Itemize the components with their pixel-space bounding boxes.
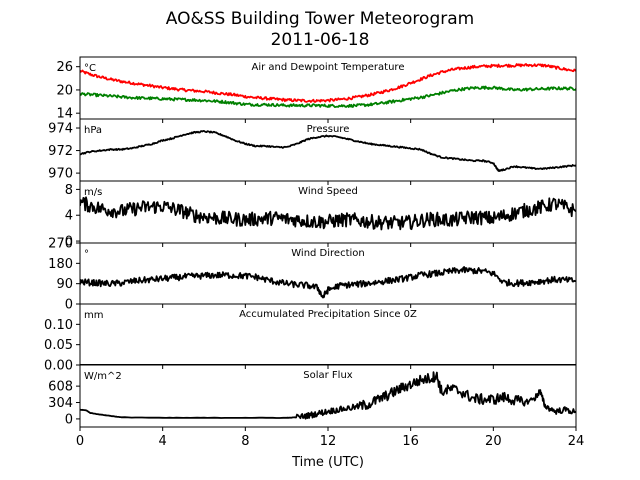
panel-6-title: Solar Flux <box>303 370 353 381</box>
panel-3-series-1 <box>80 196 576 231</box>
panel-2-series-1 <box>80 129 576 173</box>
panel-1-title: Air and Dewpoint Temperature <box>252 62 405 73</box>
panel-4-ytick-label: 270 <box>48 237 73 252</box>
panel-5-ytick-label: 0.10 <box>44 318 73 333</box>
panel-4-unit: ° <box>84 249 89 260</box>
panel-2-ytick-label: 972 <box>48 144 73 159</box>
x-tick-label: 24 <box>568 434 585 449</box>
panel-6-series-1 <box>80 371 576 420</box>
panel-1-series-1 <box>80 63 576 103</box>
panel-1-ytick-label: 14 <box>56 107 73 122</box>
panel-6-unit: W/m^2 <box>84 371 122 382</box>
panel-1: 14 20 26 °C Air and Dewpoint Temperature <box>56 56 577 123</box>
panel-2-title: Pressure <box>307 124 350 135</box>
panel-4-ytick-label: 180 <box>48 257 73 272</box>
panel-5-title: Accumulated Precipitation Since 0Z <box>239 309 417 320</box>
panel-1-unit: °C <box>84 63 96 74</box>
panel-5: 0.00 0.05 0.10 mm Accumulated Precipitation … <box>44 303 577 374</box>
panel-3-ytick-label: 4 <box>65 209 73 224</box>
x-tick-label: 20 <box>485 434 502 449</box>
x-axis: 0 4 8 12 16 20 24 <box>76 434 584 449</box>
panel-2-ytick-label: 970 <box>48 167 73 182</box>
panel-5-ytick-label: 0.05 <box>44 338 73 353</box>
panel-5-ytick-label: 0.00 <box>44 359 73 374</box>
x-tick-label: 8 <box>241 434 249 449</box>
panel-4: 0 90 180 270 ° Wind Direction <box>48 237 577 313</box>
panel-3-ytick-label: 8 <box>65 183 73 198</box>
panel-2-ytick-label: 974 <box>48 122 73 137</box>
chart-title: AO&SS Building Tower Meteorogram <box>166 9 474 29</box>
panel-4-title: Wind Direction <box>291 248 365 259</box>
panel-6-ytick-label: 0 <box>65 412 73 427</box>
panel-1-ytick-label: 20 <box>56 83 73 98</box>
panel-1-ytick-label: 26 <box>56 60 73 75</box>
panel-3-ytick-label: 0 <box>65 235 73 250</box>
x-tick-label: 0 <box>76 434 84 449</box>
panel-4-ytick-label: 0 <box>65 298 73 313</box>
panel-3: 0 4 8 m/s Wind Speed <box>65 180 577 250</box>
panel-2-unit: hPa <box>84 125 102 136</box>
panel-5-unit: mm <box>84 310 103 321</box>
x-tick-label: 12 <box>320 434 337 449</box>
panel-6-ytick-label: 608 <box>48 380 73 395</box>
x-axis-label: Time (UTC) <box>291 455 364 470</box>
x-tick-label: 4 <box>159 434 167 449</box>
x-tick-label: 16 <box>402 434 419 449</box>
panel-2: 970 972 974 hPa Pressure <box>48 118 577 185</box>
panel-4-series-1 <box>80 266 576 299</box>
panel-4-ytick-label: 90 <box>56 277 73 292</box>
panel-3-title: Wind Speed <box>298 186 358 197</box>
chart-subtitle: 2011-06-18 <box>271 30 370 50</box>
panel-3-unit: m/s <box>84 187 102 198</box>
panel-1-series-2 <box>80 85 576 108</box>
panel-6-ytick-label: 304 <box>48 396 73 411</box>
